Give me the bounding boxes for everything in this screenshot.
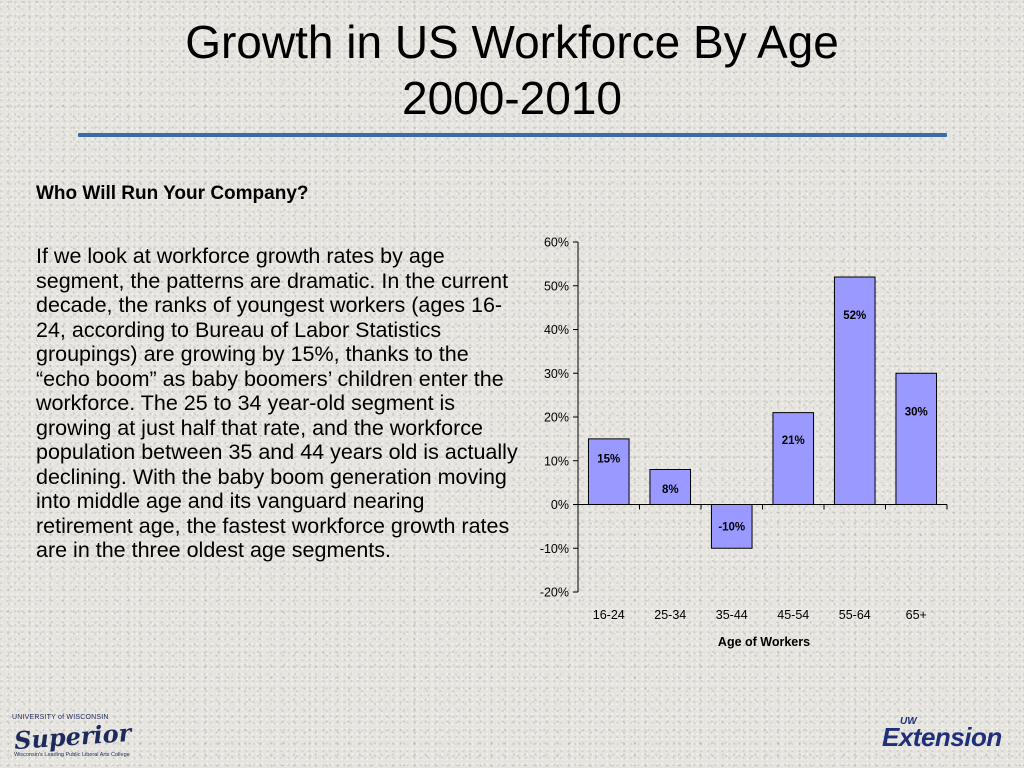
y-tick-label: 60% (544, 236, 569, 250)
x-tick-label: 25-34 (654, 608, 686, 622)
logo-university-text: UNIVERSITY of WISCONSIN (12, 714, 109, 721)
logo-uw-mark: UW (900, 716, 917, 727)
y-tick-label: -20% (540, 586, 569, 600)
title-line-1: Growth in US Workforce By Age (185, 16, 839, 68)
logo-extension-wordmark: Extension (882, 722, 1002, 752)
bar-16-24 (587, 438, 630, 505)
data-label: -10% (718, 521, 745, 533)
bar-55-64 (833, 276, 876, 505)
bars: 15% 8% -10% 21% 52% 30% (587, 276, 938, 549)
uw-extension-logo: UW Extension (882, 716, 1010, 756)
data-label: 21% (782, 435, 805, 447)
y-tick-label: 40% (544, 323, 569, 337)
y-tick-label: 20% (544, 411, 569, 425)
x-axis: 16-24 25-34 35-44 45-54 55-64 65+ (577, 504, 948, 622)
x-tick-label: 45-54 (777, 608, 809, 622)
x-axis-title: Age of Workers (718, 635, 810, 649)
bar-45-54 (772, 412, 815, 505)
slide-title: Growth in US Workforce By Age 2000-2010 (0, 14, 1024, 126)
title-line-2: 2000-2010 (402, 72, 622, 124)
x-tick-label: 55-64 (839, 608, 871, 622)
uw-superior-logo: UNIVERSITY of WISCONSIN Superior Wiscons… (8, 712, 132, 762)
data-label: 8% (662, 484, 679, 496)
y-axis: 60% 50% 40% 30% 20% 10% 0% -10% -20% (540, 236, 579, 600)
data-label: 52% (843, 310, 866, 322)
workforce-growth-bar-chart: 60% 50% 40% 30% 20% 10% 0% -10% -20% 15% 8% -10% 21… (540, 236, 948, 649)
logo-tagline: Wisconsin's Leading Public Liberal Arts … (14, 752, 130, 758)
x-tick-label: 65+ (906, 608, 927, 622)
bar-35-44 (710, 504, 753, 549)
x-tick-label: 16-24 (593, 608, 625, 622)
data-label: 30% (905, 406, 928, 418)
data-label: 15% (597, 454, 620, 466)
x-tick-label: 35-44 (716, 608, 748, 622)
y-tick-label: 0% (551, 498, 569, 512)
body-paragraph: If we look at workforce growth rates by … (36, 244, 518, 562)
bar-65+ (895, 372, 938, 505)
y-tick-label: -10% (540, 542, 569, 556)
title-divider (78, 133, 947, 137)
logo-superior-wordmark: Superior (13, 717, 133, 756)
y-tick-label: 30% (544, 367, 569, 381)
y-tick-label: 50% (544, 279, 569, 293)
subheading: Who Will Run Your Company? (36, 183, 309, 204)
y-tick-label: 10% (544, 454, 569, 468)
